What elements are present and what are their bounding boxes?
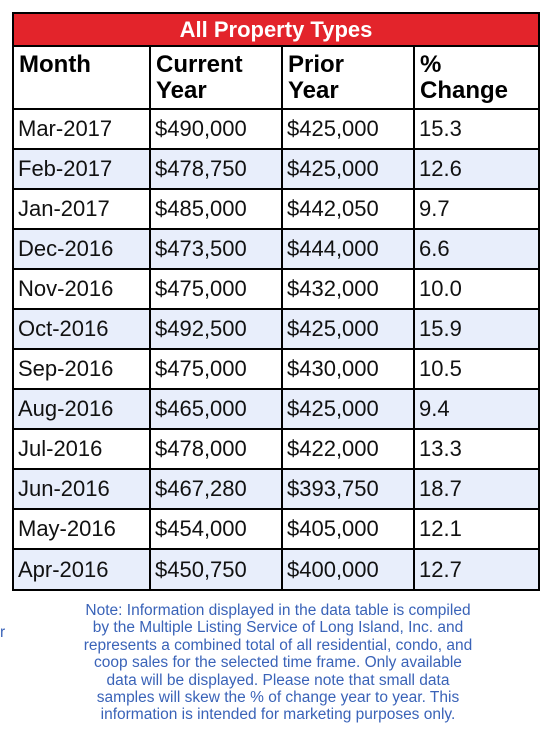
cell-month: Apr-2016	[14, 549, 151, 589]
table-row: Sep-2016 $475,000 $430,000 10.5	[14, 349, 538, 390]
cell-change: 6.6	[414, 229, 538, 270]
cell-prior: $393,750	[282, 469, 415, 510]
header-pct-change: % Change	[414, 47, 538, 110]
cell-current: $473,500	[150, 229, 283, 270]
table-row: Mar-2017 $490,000 $425,000 15.3	[14, 109, 538, 150]
table-title: All Property Types	[14, 14, 538, 47]
cell-current: $475,000	[150, 269, 283, 310]
header-current-line1: Current	[156, 51, 243, 78]
cell-month: Aug-2016	[14, 389, 151, 430]
cell-month: Jun-2016	[14, 469, 151, 510]
note-line: data will be displayed. Please note that…	[106, 671, 450, 689]
note-line: by the Multiple Listing Service of Long …	[92, 619, 464, 637]
header-pct-line2: Change	[420, 77, 509, 104]
cell-change: 10.0	[414, 269, 538, 310]
cell-change: 13.3	[414, 429, 538, 470]
cell-change: 12.6	[414, 149, 538, 190]
cell-month: Nov-2016	[14, 269, 151, 310]
cell-current: $465,000	[150, 389, 283, 430]
cell-month: Dec-2016	[14, 229, 151, 270]
cell-month: Jan-2017	[14, 189, 151, 230]
note-line: information is intended for marketing pu…	[100, 706, 456, 724]
table-row: Nov-2016 $475,000 $432,000 10.0	[14, 269, 538, 310]
header-month: Month	[14, 47, 151, 110]
cell-change: 15.3	[414, 109, 538, 150]
cell-prior: $405,000	[282, 509, 415, 550]
cell-prior: $425,000	[282, 389, 415, 430]
cell-month: Jul-2016	[14, 429, 151, 470]
cell-prior: $444,000	[282, 229, 415, 270]
cell-prior: $400,000	[282, 549, 415, 589]
cell-month: Feb-2017	[14, 149, 151, 190]
table-row: Dec-2016 $473,500 $444,000 6.6	[14, 229, 538, 270]
cell-month: Oct-2016	[14, 309, 151, 350]
cell-change: 9.7	[414, 189, 538, 230]
cell-current: $490,000	[150, 109, 283, 150]
cell-change: 10.5	[414, 349, 538, 390]
table-row: Jan-2017 $485,000 $442,050 9.7	[14, 189, 538, 230]
data-table: Month Current Year Prior Year % Change Mar-…	[14, 47, 538, 589]
cell-change: 15.9	[414, 309, 538, 350]
cell-change: 12.7	[414, 549, 538, 589]
table-row: Jul-2016 $478,000 $422,000 13.3	[14, 429, 538, 470]
cell-change: 18.7	[414, 469, 538, 510]
header-row: Month Current Year Prior Year % Change	[14, 47, 538, 110]
cell-month: May-2016	[14, 509, 151, 550]
header-month-label: Month	[19, 51, 91, 78]
cell-prior: $425,000	[282, 149, 415, 190]
note-line: samples will skew the % of change year t…	[96, 689, 460, 707]
cell-prior: $425,000	[282, 309, 415, 350]
table-row: Apr-2016 $450,750 $400,000 12.7	[14, 549, 538, 589]
property-table: All Property Types Month Current Year Pri…	[12, 12, 540, 591]
table-row: Jun-2016 $467,280 $393,750 18.7	[14, 469, 538, 510]
table-row: Aug-2016 $465,000 $425,000 9.4	[14, 389, 538, 430]
cell-current: $478,000	[150, 429, 283, 470]
cell-prior: $432,000	[282, 269, 415, 310]
cell-month: Sep-2016	[14, 349, 151, 390]
note-line: represents a combined total of all resid…	[83, 636, 473, 654]
cell-change: 9.4	[414, 389, 538, 430]
cell-month: Mar-2017	[14, 109, 151, 150]
header-prior-line1: Prior	[288, 51, 345, 78]
cell-current: $492,500	[150, 309, 283, 350]
cell-current: $485,000	[150, 189, 283, 230]
header-prior-line2: Year	[288, 77, 339, 104]
cell-current: $450,750	[150, 549, 283, 589]
cell-prior: $430,000	[282, 349, 415, 390]
cell-current: $454,000	[150, 509, 283, 550]
cell-prior: $425,000	[282, 109, 415, 150]
cell-current: $475,000	[150, 349, 283, 390]
disclaimer-note: Note: Information displayed in the data …	[18, 602, 538, 724]
cell-current: $467,280	[150, 469, 283, 510]
table-row: Oct-2016 $492,500 $425,000 15.9	[14, 309, 538, 350]
note-line: Note: Information displayed in the data …	[85, 602, 471, 619]
stray-character: r	[0, 624, 6, 641]
cell-current: $478,750	[150, 149, 283, 190]
header-prior-year: Prior Year	[282, 47, 415, 110]
note-line: coop sales for the selected time frame. …	[94, 654, 462, 672]
table-row: May-2016 $454,000 $405,000 12.1	[14, 509, 538, 550]
cell-prior: $442,050	[282, 189, 415, 230]
header-current-line2: Year	[156, 77, 207, 104]
header-current-year: Current Year	[150, 47, 283, 110]
header-pct-line1: %	[420, 51, 442, 78]
cell-change: 12.1	[414, 509, 538, 550]
cell-prior: $422,000	[282, 429, 415, 470]
table-row: Feb-2017 $478,750 $425,000 12.6	[14, 149, 538, 190]
